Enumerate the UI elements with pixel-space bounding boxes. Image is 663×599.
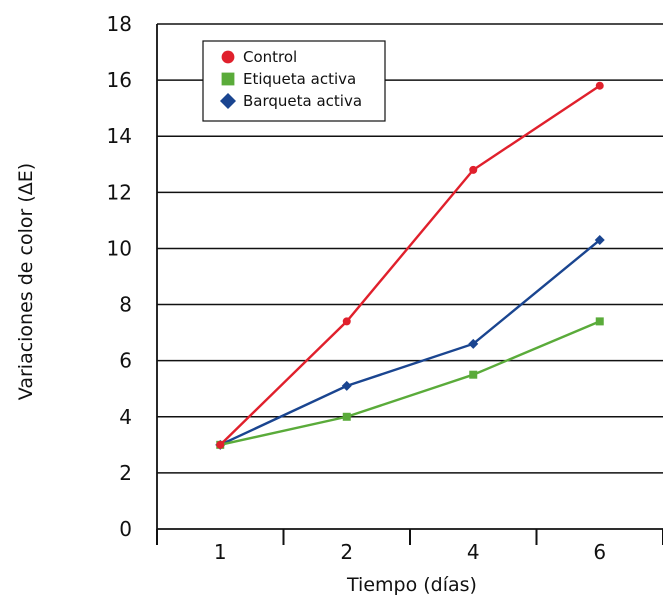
y-tick-label: 4 [119, 405, 132, 429]
y-tick-label: 2 [119, 461, 132, 485]
axes [156, 24, 663, 545]
series-line [219, 84, 601, 446]
data-point [216, 440, 225, 449]
y-axis-ticks: 0 2 4 6 8 10 12 14 16 18 [107, 12, 132, 541]
y-axis-title: Variaciones de color (ΔE) [15, 163, 37, 400]
y-tick-label: 10 [107, 236, 132, 260]
y-tick-label: 18 [107, 12, 132, 36]
y-tick-label: 12 [107, 180, 132, 204]
data-point [221, 72, 235, 86]
series-line [219, 320, 601, 447]
x-tick-label: 2 [340, 540, 353, 564]
series-etiqueta-activa [216, 317, 604, 449]
legend-label: Etiqueta activa [243, 70, 356, 88]
legend-item: Etiqueta activa [221, 70, 356, 88]
data-point [220, 93, 236, 109]
x-tick-label: 6 [593, 540, 606, 564]
series-line [219, 239, 601, 446]
series-layer [215, 81, 605, 450]
y-tick-label: 0 [119, 517, 132, 541]
y-tick-label: 6 [119, 349, 132, 373]
x-axis-title: Tiempo (días) [346, 574, 477, 596]
legend-item: Control [221, 48, 297, 66]
x-tick-label: 4 [467, 540, 480, 564]
data-point [469, 370, 478, 379]
legend-label: Control [243, 48, 297, 66]
data-point [342, 317, 351, 326]
legend-label: Barqueta activa [243, 92, 362, 110]
data-point [469, 165, 478, 174]
series-control [216, 81, 604, 449]
y-tick-label: 16 [107, 68, 132, 92]
x-axis-ticks: 1 2 4 6 [214, 540, 606, 564]
data-point [595, 317, 604, 326]
data-point [221, 50, 235, 64]
legend: Control Etiqueta activa Barqueta activa [202, 40, 386, 122]
y-tick-label: 8 [119, 293, 132, 317]
legend-item: Barqueta activa [220, 92, 362, 110]
data-point [468, 338, 479, 349]
x-tick-label: 1 [214, 540, 227, 564]
data-point [341, 380, 352, 391]
series-barqueta-activa [215, 235, 605, 450]
data-point [342, 412, 351, 421]
data-point [594, 235, 605, 246]
grid-lines [157, 23, 663, 474]
y-tick-label: 14 [107, 124, 132, 148]
data-point [595, 81, 604, 90]
